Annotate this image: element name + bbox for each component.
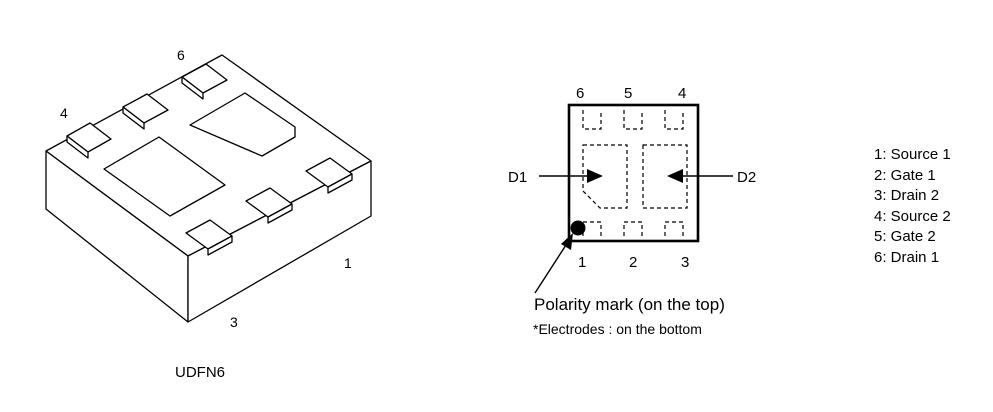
top-pin-5: 5 — [624, 85, 632, 102]
pin-legend: 1: Source 1 2: Gate 1 3: Drain 2 4: Sour… — [874, 145, 951, 268]
pin-legend-item: 6: Drain 1 — [874, 248, 940, 266]
pin-legend-item: 2: Gate 1 — [874, 166, 936, 184]
pin-legend-item: 1: Source 1 — [874, 146, 951, 163]
package-pin-6 — [181, 63, 228, 100]
package-label-6: 6 — [177, 47, 185, 63]
polarity-pointer — [534, 233, 573, 294]
hidden-pad-3 — [664, 221, 684, 236]
d1-arrowhead — [587, 169, 603, 183]
polarity-mark-dot — [570, 220, 586, 236]
top-view-hidden-pads — [582, 110, 688, 236]
pin-legend-item: 5: Gate 2 — [874, 228, 936, 245]
top-pin-4: 4 — [678, 85, 686, 102]
hidden-pad-4 — [664, 110, 684, 130]
package-isometric — [45, 54, 372, 323]
package-label-1: 1 — [344, 255, 352, 271]
d2-arrowhead — [667, 169, 683, 183]
polarity-arrowhead — [561, 233, 573, 250]
hidden-die-pad-d1 — [582, 144, 628, 209]
package-caption: UDFN6 — [175, 364, 225, 381]
top-pin-6: 6 — [576, 85, 584, 102]
package-die-pad-left — [103, 136, 226, 217]
bottom-pin-3: 3 — [681, 254, 689, 271]
package-pin-2 — [245, 187, 293, 224]
die-label-d2: D2 — [737, 169, 756, 186]
pin-legend-item: 4: Source 2 — [874, 207, 951, 225]
package-label-3: 3 — [230, 314, 238, 330]
d1-pointer — [539, 169, 603, 183]
bottom-pin-2: 2 — [629, 254, 637, 271]
package-pin-4 — [66, 122, 112, 159]
package-pin-3 — [305, 157, 353, 194]
package-label-4: 4 — [60, 105, 68, 121]
electrodes-note: *Electrodes : on the bottom — [533, 321, 702, 337]
package-right-face — [187, 160, 372, 323]
package-die-pad-right — [189, 92, 296, 157]
hidden-pad-6 — [582, 110, 602, 130]
hidden-pad-5 — [623, 110, 643, 130]
d2-pointer — [667, 169, 733, 183]
bottom-pin-1: 1 — [578, 254, 586, 271]
package-pin-1 — [185, 219, 233, 256]
hidden-die-pad-d2 — [642, 144, 688, 209]
package-pin-5 — [122, 93, 169, 130]
die-label-d1: D1 — [508, 169, 527, 186]
hidden-pad-2 — [623, 221, 643, 236]
polarity-text: Polarity mark (on the top) — [534, 295, 725, 314]
pin-legend-item: 3: Drain 2 — [874, 187, 940, 204]
